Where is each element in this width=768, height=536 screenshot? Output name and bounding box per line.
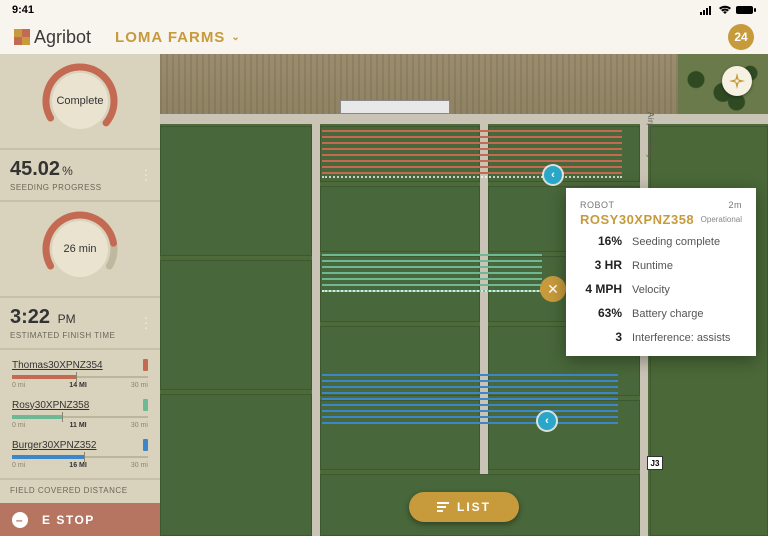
robot-list-item[interactable]: Rosy30XPNZ358 0 mi11 MI30 mi — [8, 394, 152, 434]
map-view[interactable]: Airport Way J3 ✕ LIST ROBOT 2m ROSY30XPN… — [160, 54, 768, 536]
finish-time-card: 3:22 PM ESTIMATED FINISH TIME ⋮ — [0, 298, 160, 350]
stat-label: Interference: assists — [632, 332, 742, 344]
stat-label: Runtime — [632, 260, 742, 272]
status-bar: 9:41 — [0, 0, 768, 20]
popup-stat-row: 16% Seeding complete — [580, 234, 742, 248]
road-label: Airport Way — [646, 112, 655, 159]
finish-time-value: 3:22 — [10, 306, 50, 328]
field-parcel — [160, 126, 312, 256]
list-icon — [437, 502, 449, 512]
seeded-rows — [322, 374, 618, 424]
robot-popup: ROBOT 2m ROSY30XPNZ358 Operational 16%Se… — [566, 188, 756, 356]
stat-label: Battery charge — [632, 308, 742, 320]
robot-list-item[interactable]: Burger30XPNZ352 0 mi16 MI30 mi — [8, 434, 152, 474]
gauge-time: 26 min — [0, 202, 160, 298]
stat-label: Seeding complete — [632, 236, 742, 248]
robot-marker[interactable] — [544, 166, 562, 184]
compass-button[interactable] — [722, 66, 752, 96]
seed-boundary — [322, 290, 542, 292]
gauge-complete: Complete — [0, 54, 160, 150]
more-icon[interactable]: ⋮ — [139, 315, 152, 332]
chevron-down-icon: ⌄ — [231, 32, 240, 43]
farm-name: LOMA FARMS — [115, 29, 225, 46]
stat-value: 4 MPH — [580, 282, 622, 296]
stat-value: 63% — [580, 306, 622, 320]
battery-icon — [736, 5, 756, 15]
road-marker: J3 — [647, 456, 663, 470]
popup-timestamp: 2m — [728, 200, 742, 210]
road-vertical — [312, 114, 320, 536]
seeding-progress-value: 45.02 — [10, 158, 60, 180]
estop-icon: – — [12, 512, 28, 528]
robot-marker[interactable] — [538, 412, 556, 430]
popup-stat-row: 63% Battery charge — [580, 306, 742, 320]
stat-label: Velocity — [632, 284, 742, 296]
sidebar: Complete 45.02% SEEDING PROGRESS ⋮ 26 mi… — [0, 54, 160, 536]
road-horizontal — [160, 114, 768, 124]
popup-stat-row: 4 MPH Velocity — [580, 282, 742, 296]
popup-head-label: ROBOT — [580, 200, 615, 210]
more-icon[interactable]: ⋮ — [139, 167, 152, 184]
seed-boundary — [322, 176, 622, 178]
list-view-button[interactable]: LIST — [409, 492, 519, 522]
seeded-rows — [322, 254, 542, 292]
signal-icon — [700, 5, 714, 15]
popup-stat-row: 3 HR Runtime — [580, 258, 742, 272]
finish-time-label: ESTIMATED FINISH TIME — [10, 331, 150, 340]
field-parcel — [160, 394, 312, 536]
stat-value: 3 — [580, 330, 622, 344]
gauge-time-label: 26 min — [52, 221, 108, 277]
farm-selector[interactable]: LOMA FARMS ⌄ — [115, 29, 241, 46]
robot-list-item[interactable]: Thomas30XPNZ354 0 mi14 MI30 mi — [8, 354, 152, 394]
estop-button[interactable]: – E STOP — [0, 503, 160, 536]
robot-list: Thomas30XPNZ354 0 mi14 MI30 mi Rosy30XPN… — [0, 350, 160, 480]
seeding-progress-card: 45.02% SEEDING PROGRESS ⋮ — [0, 150, 160, 202]
building — [340, 100, 450, 114]
field-parcel — [160, 260, 312, 390]
stat-value: 3 HR — [580, 258, 622, 272]
app-header: Agribot LOMA FARMS ⌄ 24 — [0, 20, 768, 54]
compass-icon — [728, 72, 746, 90]
seeded-rows — [322, 130, 622, 178]
wifi-icon — [718, 5, 732, 15]
close-popup-button[interactable]: ✕ — [540, 276, 566, 302]
popup-stat-row: 3 Interference: assists — [580, 330, 742, 344]
distance-section-label: FIELD COVERED DISTANCE — [0, 480, 160, 503]
gauge-complete-label: Complete — [52, 73, 108, 129]
seeding-progress-label: SEEDING PROGRESS — [10, 183, 150, 192]
brand-name: Agribot — [34, 27, 91, 48]
logo-icon — [14, 29, 30, 45]
field-top-strip — [160, 54, 768, 118]
status-time: 9:41 — [12, 4, 34, 16]
field-parcel — [320, 186, 480, 252]
brand-logo: Agribot — [14, 27, 91, 48]
status-icons — [700, 5, 756, 15]
notification-badge[interactable]: 24 — [728, 24, 754, 50]
stat-value: 16% — [580, 234, 622, 248]
